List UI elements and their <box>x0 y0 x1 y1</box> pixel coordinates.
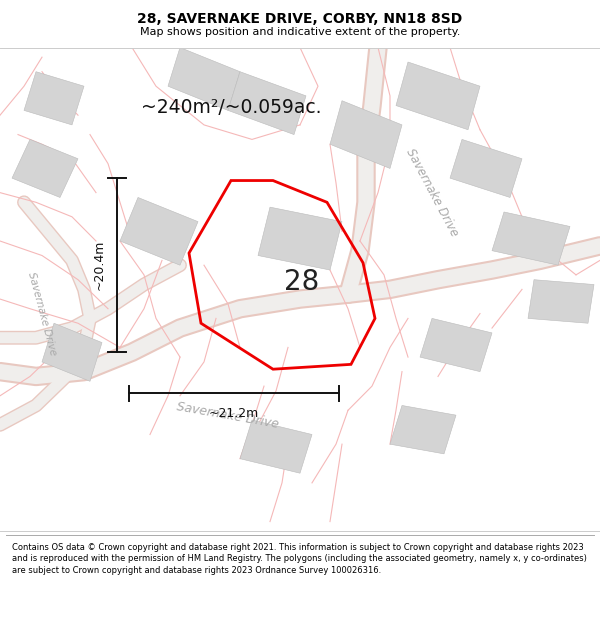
Text: Savernake Drive: Savernake Drive <box>403 146 461 239</box>
Text: 28: 28 <box>284 268 320 296</box>
Polygon shape <box>390 406 456 454</box>
Text: ~21.2m: ~21.2m <box>209 408 259 420</box>
Polygon shape <box>450 139 522 198</box>
Polygon shape <box>168 48 240 111</box>
Polygon shape <box>24 72 84 125</box>
Polygon shape <box>120 198 198 265</box>
Polygon shape <box>528 280 594 323</box>
Text: Contains OS data © Crown copyright and database right 2021. This information is : Contains OS data © Crown copyright and d… <box>12 542 587 575</box>
Polygon shape <box>492 212 570 265</box>
Text: Map shows position and indicative extent of the property.: Map shows position and indicative extent… <box>140 27 460 37</box>
Polygon shape <box>228 72 306 134</box>
Polygon shape <box>396 62 480 130</box>
Text: Savernake Drive: Savernake Drive <box>26 271 58 356</box>
Polygon shape <box>330 101 402 168</box>
Text: ~20.4m: ~20.4m <box>92 240 106 291</box>
Polygon shape <box>42 323 102 381</box>
Polygon shape <box>12 139 78 198</box>
Text: Savernake Drive: Savernake Drive <box>176 400 280 431</box>
Text: ~240m²/~0.059ac.: ~240m²/~0.059ac. <box>141 99 322 118</box>
Polygon shape <box>258 207 342 270</box>
Polygon shape <box>420 318 492 372</box>
Text: 28, SAVERNAKE DRIVE, CORBY, NN18 8SD: 28, SAVERNAKE DRIVE, CORBY, NN18 8SD <box>137 12 463 26</box>
Polygon shape <box>240 420 312 473</box>
